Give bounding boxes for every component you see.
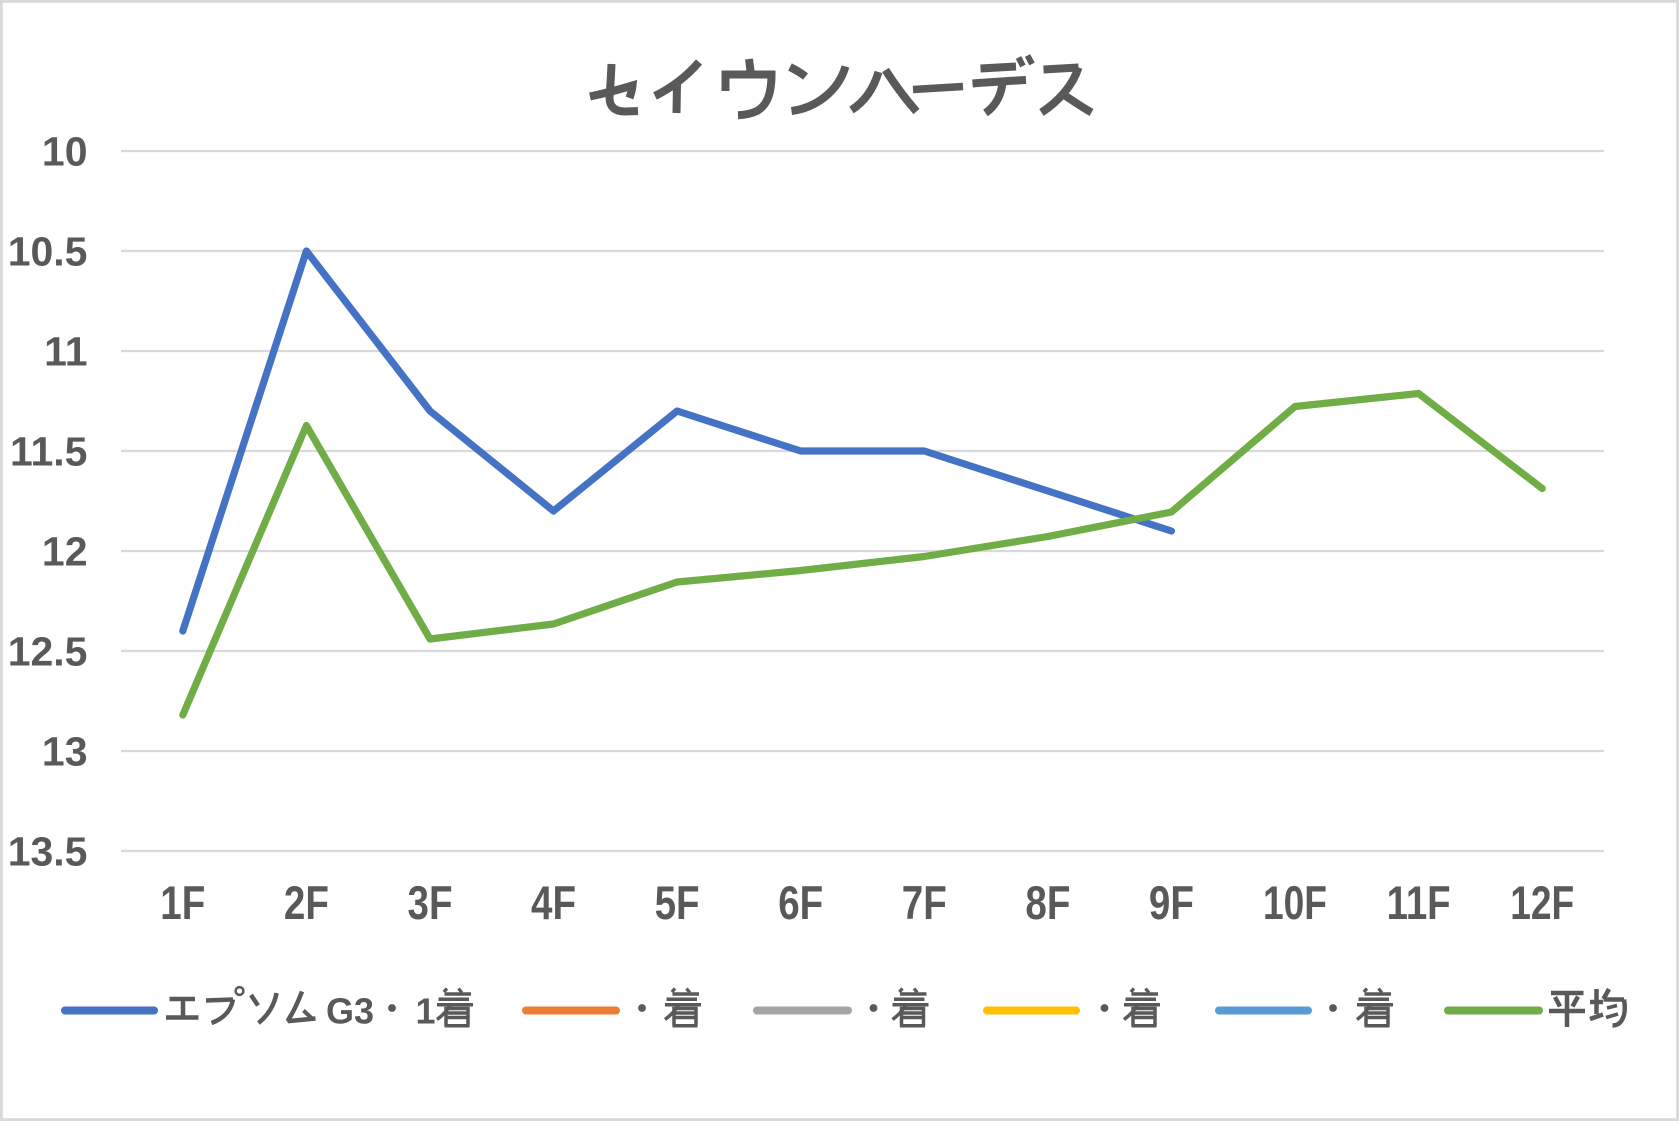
svg-text:7F: 7F	[902, 876, 947, 929]
svg-text:11.5: 11.5	[10, 428, 88, 474]
svg-text:1: 1	[416, 991, 436, 1032]
svg-text:3F: 3F	[408, 876, 453, 929]
svg-text:13.5: 13.5	[8, 828, 88, 874]
svg-text:12: 12	[42, 528, 88, 574]
svg-text:4F: 4F	[531, 876, 576, 929]
svg-text:5F: 5F	[655, 876, 700, 929]
svg-text:8F: 8F	[1025, 876, 1070, 929]
svg-text:6F: 6F	[778, 876, 823, 929]
svg-text:12F: 12F	[1510, 876, 1574, 929]
svg-text:1F: 1F	[160, 876, 205, 929]
svg-text:11: 11	[44, 328, 87, 374]
svg-text:12.5: 12.5	[8, 628, 88, 674]
svg-text:13: 13	[42, 728, 88, 774]
svg-text:G3: G3	[326, 991, 374, 1032]
svg-text:9F: 9F	[1149, 876, 1194, 929]
svg-text:11F: 11F	[1387, 876, 1451, 929]
svg-text:10: 10	[42, 128, 88, 174]
svg-text:10.5: 10.5	[8, 228, 88, 274]
svg-text:2F: 2F	[284, 876, 329, 929]
svg-text:10F: 10F	[1263, 876, 1327, 929]
